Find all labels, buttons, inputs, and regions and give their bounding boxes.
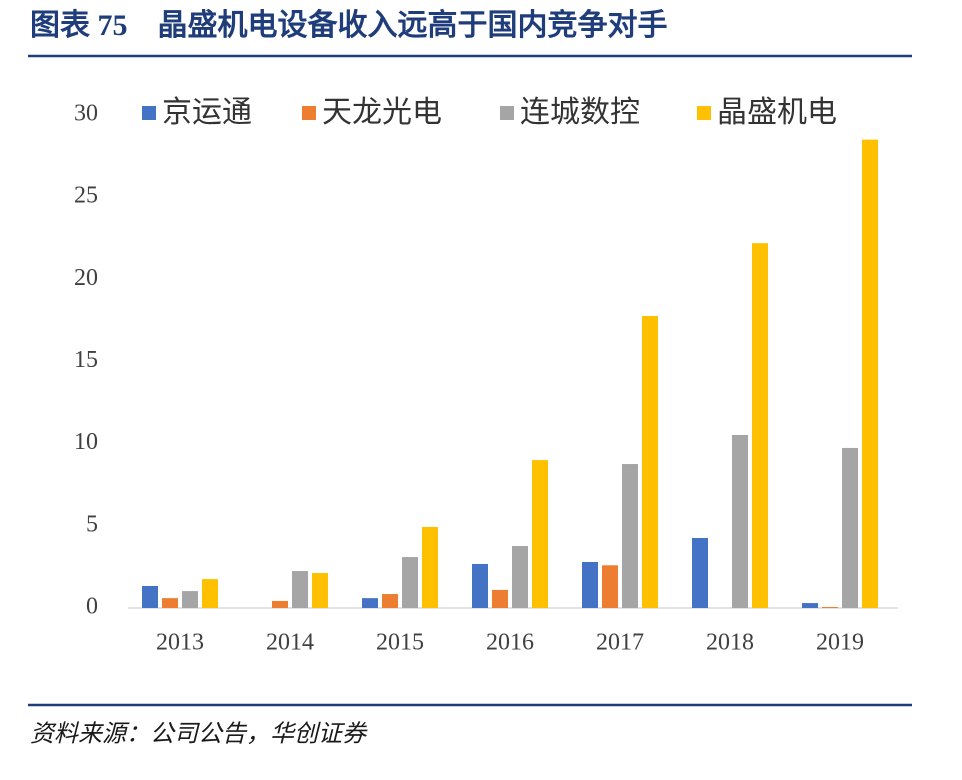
bar — [822, 607, 838, 608]
x-tick-label: 2014 — [266, 630, 314, 656]
x-tick-label: 2013 — [156, 630, 204, 656]
bar — [732, 434, 748, 608]
x-tick-label: 2017 — [596, 630, 644, 656]
legend-label: 晶盛机电 — [717, 96, 837, 129]
y-tick-label: 30 — [74, 101, 98, 127]
x-tick-label: 2016 — [486, 630, 534, 656]
source-note: 资料来源：公司公告，华创证券 — [30, 721, 368, 748]
legend-swatch — [500, 106, 514, 120]
bar — [622, 464, 638, 608]
bar — [752, 243, 768, 608]
bar — [532, 460, 548, 608]
bar — [182, 591, 198, 608]
legend-swatch — [302, 106, 316, 120]
bar — [402, 557, 418, 608]
x-tick-label: 2015 — [376, 630, 424, 656]
y-tick-label: 10 — [74, 429, 98, 455]
bar — [382, 594, 398, 608]
bar — [292, 571, 308, 608]
x-tick-label: 2018 — [706, 630, 754, 656]
legend-swatch — [142, 106, 156, 120]
bar — [312, 572, 328, 608]
chart-title: 图表 75 晶盛机电设备收入远高于国内竞争对手 — [30, 8, 668, 42]
bar — [472, 563, 488, 608]
bar — [842, 447, 858, 608]
legend-label: 天龙光电 — [322, 96, 442, 129]
bar — [582, 561, 598, 608]
x-tick-label: 2019 — [816, 630, 864, 656]
bar — [492, 589, 508, 608]
bar — [272, 600, 288, 608]
bar — [362, 598, 378, 608]
bar — [802, 603, 818, 608]
bar — [162, 598, 178, 608]
y-tick-label: 0 — [86, 594, 98, 620]
legend-swatch — [697, 106, 711, 120]
y-tick-label: 15 — [74, 347, 98, 373]
bar — [642, 315, 658, 608]
y-tick-label: 20 — [74, 265, 98, 291]
bar — [512, 546, 528, 608]
bar — [692, 537, 708, 608]
legend-label: 京运通 — [162, 96, 252, 129]
bar — [862, 139, 878, 608]
bar — [602, 565, 618, 608]
y-tick-label: 5 — [86, 511, 98, 537]
bar — [422, 526, 438, 608]
bar — [202, 579, 218, 608]
legend-label: 连城数控 — [520, 96, 640, 129]
y-tick-label: 25 — [74, 183, 98, 209]
bar — [142, 585, 158, 608]
